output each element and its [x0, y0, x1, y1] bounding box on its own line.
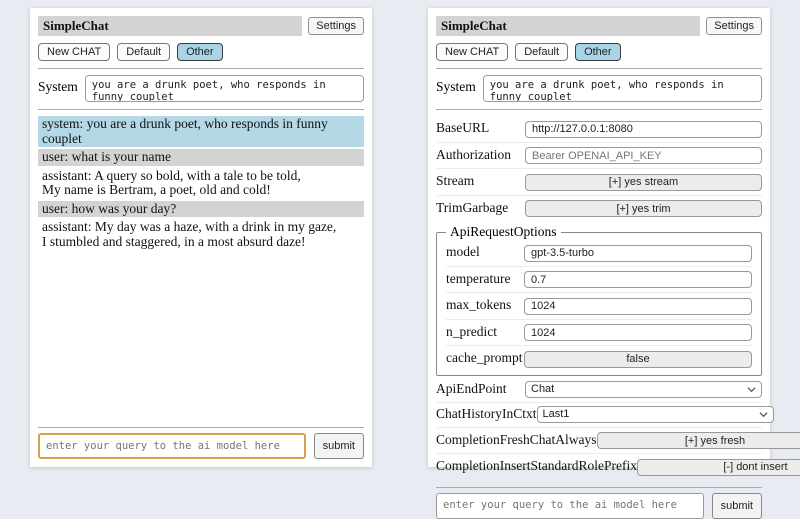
session-tabs: New CHAT Default Other: [38, 43, 364, 61]
completion-insert-toggle-button[interactable]: [-] dont insert: [637, 459, 800, 476]
divider: [38, 427, 364, 428]
settings-button[interactable]: Settings: [308, 17, 364, 35]
chat-message-system: system: you are a drunk poet, who respon…: [38, 116, 364, 147]
query-row: submit: [38, 433, 364, 459]
temperature-label: temperature: [446, 271, 510, 287]
stream-toggle-button[interactable]: [+] yes stream: [525, 174, 762, 191]
chat-history-selected-value: Last1: [543, 408, 570, 420]
chat-message-list: system: you are a drunk poet, who respon…: [38, 116, 364, 420]
submit-button[interactable]: submit: [314, 433, 364, 459]
api-request-options-group: ApiRequestOptions model temperature max_…: [436, 224, 762, 376]
setting-row-cache-prompt: cache_prompt false: [446, 345, 752, 372]
tab-default[interactable]: Default: [117, 43, 170, 61]
completion-fresh-label: CompletionFreshChatAlways: [436, 432, 597, 448]
tab-default[interactable]: Default: [515, 43, 568, 61]
setting-row-completion-insert: CompletionInsertStandardRolePrefix [-] d…: [436, 453, 762, 480]
app-title: SimpleChat: [436, 16, 700, 36]
tab-other[interactable]: Other: [575, 43, 621, 61]
authorization-input[interactable]: [525, 147, 762, 164]
stream-label: Stream: [436, 173, 474, 189]
api-request-options-legend: ApiRequestOptions: [446, 224, 561, 240]
divider: [38, 68, 364, 69]
completion-insert-label: CompletionInsertStandardRolePrefix: [436, 458, 637, 474]
query-row: submit: [436, 493, 762, 519]
cache-prompt-toggle-button[interactable]: false: [524, 351, 752, 368]
api-endpoint-selected-value: Chat: [531, 383, 554, 395]
system-label: System: [436, 75, 476, 102]
max-tokens-input[interactable]: [524, 298, 752, 315]
query-input[interactable]: [436, 493, 704, 519]
model-label: model: [446, 244, 480, 260]
n-predict-label: n_predict: [446, 324, 497, 340]
system-prompt-row: System you are a drunk poet, who respond…: [38, 75, 364, 102]
chat-message-assistant: assistant: My day was a haze, with a dri…: [38, 219, 364, 250]
trimgarbage-toggle-button[interactable]: [+] yes trim: [525, 200, 762, 217]
trimgarbage-label: TrimGarbage: [436, 200, 508, 216]
system-prompt-input[interactable]: you are a drunk poet, who responds in fu…: [483, 75, 762, 102]
chevron-down-icon: [747, 385, 756, 394]
divider: [436, 487, 762, 488]
baseurl-input[interactable]: [525, 121, 762, 138]
setting-row-temperature: temperature: [446, 266, 752, 293]
chat-message-user: user: how was your day?: [38, 201, 364, 218]
setting-row-trimgarbage: TrimGarbage [+] yes trim: [436, 195, 762, 222]
tab-new-chat[interactable]: New CHAT: [436, 43, 508, 61]
completion-fresh-toggle-button[interactable]: [+] yes fresh: [597, 432, 800, 449]
settings-list: BaseURL Authorization Stream [+] yes str…: [436, 116, 762, 480]
system-prompt-row: System you are a drunk poet, who respond…: [436, 75, 762, 102]
setting-row-model: model: [446, 240, 752, 266]
header-row: SimpleChat Settings: [38, 16, 364, 36]
settings-panel: SimpleChat Settings New CHAT Default Oth…: [428, 8, 770, 467]
query-input[interactable]: [38, 433, 306, 459]
system-label: System: [38, 75, 78, 102]
setting-row-authorization: Authorization: [436, 142, 762, 169]
system-prompt-input[interactable]: you are a drunk poet, who responds in fu…: [85, 75, 364, 102]
session-tabs: New CHAT Default Other: [436, 43, 762, 61]
setting-row-completion-fresh: CompletionFreshChatAlways [+] yes fresh: [436, 427, 762, 454]
divider: [38, 109, 364, 110]
header-row: SimpleChat Settings: [436, 16, 762, 36]
n-predict-input[interactable]: [524, 324, 752, 341]
tab-new-chat[interactable]: New CHAT: [38, 43, 110, 61]
setting-row-n-predict: n_predict: [446, 319, 752, 346]
setting-row-baseurl: BaseURL: [436, 116, 762, 142]
app-title: SimpleChat: [38, 16, 302, 36]
tab-other[interactable]: Other: [177, 43, 223, 61]
submit-button[interactable]: submit: [712, 493, 762, 519]
chat-panel: SimpleChat Settings New CHAT Default Oth…: [30, 8, 372, 467]
cache-prompt-label: cache_prompt: [446, 350, 522, 366]
setting-row-chat-history: ChatHistoryInCtxt Last1: [436, 402, 762, 427]
divider: [436, 109, 762, 110]
baseurl-label: BaseURL: [436, 120, 489, 136]
temperature-input[interactable]: [524, 271, 752, 288]
authorization-label: Authorization: [436, 147, 511, 163]
chevron-down-icon: [759, 410, 768, 419]
max-tokens-label: max_tokens: [446, 297, 511, 313]
chat-message-assistant: assistant: A query so bold, with a tale …: [38, 168, 364, 199]
chat-message-user: user: what is your name: [38, 149, 364, 166]
divider: [436, 68, 762, 69]
model-input[interactable]: [524, 245, 752, 262]
chat-history-label: ChatHistoryInCtxt: [436, 406, 537, 422]
setting-row-stream: Stream [+] yes stream: [436, 168, 762, 195]
setting-row-max-tokens: max_tokens: [446, 292, 752, 319]
api-endpoint-label: ApiEndPoint: [436, 381, 507, 397]
settings-button[interactable]: Settings: [706, 17, 762, 35]
chat-history-select[interactable]: Last1: [537, 406, 774, 423]
setting-row-api-endpoint: ApiEndPoint Chat: [436, 378, 762, 402]
api-endpoint-select[interactable]: Chat: [525, 381, 762, 398]
